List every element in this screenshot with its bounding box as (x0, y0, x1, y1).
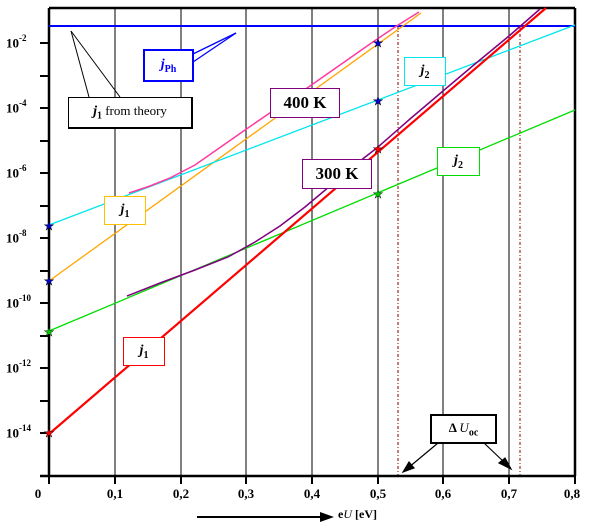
x-ticks (48, 476, 576, 484)
delta-uoc-label-box: Δ Uoc (430, 414, 497, 444)
y-tick-label: 10-6 (6, 163, 27, 181)
j2-cyan-label-box: j2 (404, 57, 446, 86)
svg-text:★: ★ (44, 325, 55, 339)
x-tick-label: 0,1 (106, 486, 124, 501)
theory-pointer (70, 30, 121, 98)
y-tick-label: 10-10 (6, 293, 31, 311)
voc-marker-lines (397, 26, 521, 475)
x-tick-label: 0,4 (303, 486, 321, 501)
temp-400k-label: 400 K (270, 88, 340, 118)
temp-300k-label: 300 K (302, 159, 372, 189)
jph-label: jPh (160, 56, 177, 75)
x-axis-title: eU [eV] (338, 507, 377, 521)
x-tick-label: 0,6 (434, 486, 452, 501)
voc-arrows (401, 442, 513, 474)
y-tick-label: 10-14 (6, 423, 31, 441)
x-tick-label: 0 (34, 486, 42, 501)
x-tick-label: 0,7 (500, 486, 518, 501)
svg-text:★: ★ (373, 36, 384, 50)
theory-label: j1 from theory (93, 103, 167, 122)
plot-frame (40, 6, 577, 478)
j2-300k-line (48, 109, 576, 332)
svg-text:★: ★ (373, 142, 384, 156)
theory-label-box: j1 from theory (68, 97, 193, 129)
x-axis-arrow (197, 512, 334, 522)
x-tick-label: 0,8 (563, 486, 581, 501)
x-tick-label: 0,2 (172, 486, 190, 501)
svg-text:★: ★ (44, 274, 55, 288)
delta-uoc-label: Δ Uoc (448, 419, 479, 439)
data-markers: ★ ★ ★ ★ ★ ★ ★ ★ (43, 36, 384, 440)
j1-400k-line (48, 12, 422, 282)
y-tick-label: 10-12 (6, 358, 31, 376)
y-ticks (40, 42, 49, 434)
svg-text:★: ★ (373, 94, 384, 108)
j1-orange-label: j1 (120, 201, 130, 220)
jtotal-400k-line (128, 11, 420, 194)
y-tick-label: 10-4 (6, 98, 27, 116)
j1-red-label-box: j1 (123, 337, 165, 366)
svg-text:★: ★ (44, 219, 55, 233)
x-tick-label: 0,3 (237, 486, 255, 501)
x-tick-label: 0,5 (369, 486, 387, 501)
j1-orange-label-box: j1 (104, 196, 146, 225)
j2-green-label: j2 (454, 152, 463, 171)
svg-text:★: ★ (44, 426, 55, 440)
svg-text:★: ★ (373, 187, 384, 201)
j2-cyan-label: j2 (420, 62, 430, 81)
jph-label-box: jPh (143, 49, 194, 82)
j2-green-label-box: j2 (437, 147, 480, 176)
j1-red-label: j1 (139, 342, 149, 361)
jph-pointer (192, 32, 237, 63)
y-tick-label: 10-8 (6, 228, 27, 246)
y-tick-label: 10-2 (6, 33, 27, 51)
